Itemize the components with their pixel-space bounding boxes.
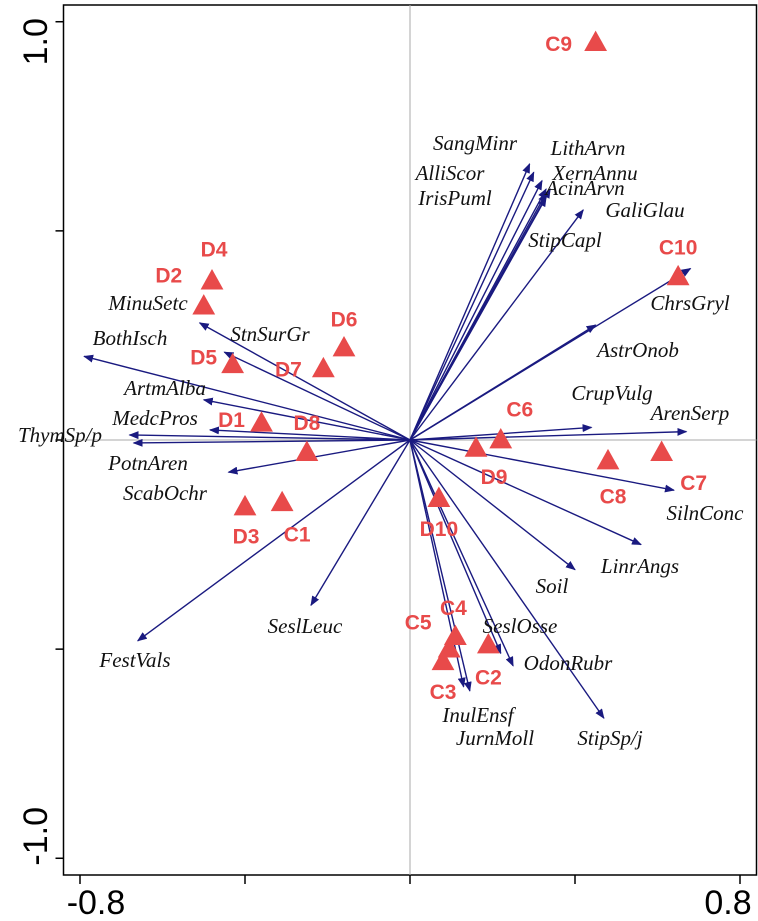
species-arrow [227, 439, 411, 475]
species-label: MinuSetc [107, 291, 188, 315]
site-marker [233, 494, 257, 516]
site-label: D6 [331, 309, 358, 332]
species-arrow [409, 427, 688, 441]
species-arrow [132, 438, 411, 447]
species-arrow [409, 179, 543, 441]
species-arrow [223, 351, 411, 441]
species-label: StipSp/j [577, 726, 643, 750]
species-arrow [409, 439, 675, 493]
species-arrow [409, 439, 576, 571]
site-label: D2 [155, 265, 182, 288]
site-label: D9 [481, 466, 508, 489]
site-marker [596, 448, 620, 470]
species-arrow [409, 439, 466, 688]
species-label: SeslOsse [483, 614, 558, 638]
species-arrow [409, 171, 535, 441]
species-label: GaliGlau [605, 198, 684, 222]
site-marker [192, 294, 216, 315]
species-arrow [128, 431, 411, 441]
species-label: BothIsch [93, 326, 168, 350]
species-label: LinrAngs [600, 554, 679, 578]
site-marker [311, 356, 335, 378]
species-arrow [208, 426, 411, 441]
site-label: D4 [201, 239, 228, 262]
species-arrow [409, 439, 605, 719]
site-marker [666, 264, 690, 286]
site-marker [250, 411, 273, 432]
site-marker [584, 30, 608, 52]
species-arrow [409, 439, 642, 546]
site-marker [464, 436, 488, 457]
site-marker [431, 649, 455, 671]
species-label: ScabOchr [123, 481, 208, 505]
species-label: SangMinr [433, 131, 518, 155]
site-label: D1 [218, 409, 245, 432]
species-arrow [83, 354, 411, 441]
x-tick-label: -0.8 [67, 884, 126, 921]
species-arrow [409, 163, 531, 441]
species-arrow [136, 439, 411, 642]
site-label: D5 [190, 346, 217, 369]
site-label: D10 [420, 518, 459, 541]
species-arrow [409, 439, 514, 667]
species-label: ArtmAlba [122, 376, 206, 400]
species-label: MedcPros [111, 406, 198, 430]
site-marker [270, 490, 294, 512]
site-label: C9 [545, 33, 572, 56]
x-tick-label: 0.8 [704, 884, 751, 921]
species-label: JurnMoll [456, 726, 534, 750]
site-label: C1 [284, 523, 311, 546]
species-label: StipCapl [528, 228, 602, 252]
site-label: D7 [275, 358, 302, 381]
site-marker [332, 335, 356, 357]
site-marker [650, 440, 674, 461]
species-arrow [310, 439, 411, 607]
species-label: FestVals [98, 648, 170, 672]
species-label: CrupVulg [571, 381, 652, 405]
site-label: C4 [440, 597, 467, 620]
species-label: SeslLeuc [268, 614, 343, 638]
species-arrow [409, 439, 502, 655]
species-arrow [198, 322, 411, 441]
species-arrow [202, 397, 411, 441]
site-label: C6 [506, 399, 533, 422]
y-tick-label: 1.0 [17, 18, 55, 65]
species-label: PotnAren [107, 451, 188, 475]
species-label: ArenSerp [649, 401, 730, 425]
y-tick-label: -1.0 [17, 807, 55, 866]
site-marker [295, 440, 319, 461]
species-label: StnSurGr [230, 322, 310, 346]
species-arrow [409, 196, 547, 441]
site-label: C3 [430, 681, 457, 704]
species-label: AcinArvn [543, 176, 624, 200]
site-marker [489, 428, 513, 449]
species-arrow [409, 324, 597, 441]
species-label: AstrOnob [595, 338, 679, 362]
site-marker [221, 352, 245, 374]
site-label: D8 [293, 412, 320, 435]
site-label: C5 [405, 612, 432, 635]
site-marker [427, 486, 451, 507]
species-label: LithArvn [550, 136, 626, 160]
species-label: InulEnsf [441, 703, 516, 727]
site-label: C8 [600, 485, 627, 508]
site-label: C10 [659, 236, 698, 259]
species-label: IrisPuml [417, 186, 492, 210]
species-arrow [409, 439, 472, 692]
site-label: C7 [680, 472, 707, 495]
species-label: SilnConc [667, 501, 745, 525]
site-label: C2 [475, 666, 502, 689]
site-marker [476, 632, 500, 654]
species-label: Soil [536, 574, 569, 598]
species-arrow [409, 209, 584, 441]
species-label: XernAnnu [551, 161, 637, 185]
site-marker [200, 269, 224, 290]
species-label: AlliScor [414, 161, 486, 185]
species-label: OdonRubr [524, 651, 613, 675]
species-label: ChrsGryl [650, 291, 730, 315]
species-label: ThymSp/p [18, 423, 102, 447]
site-label: D3 [233, 525, 260, 548]
